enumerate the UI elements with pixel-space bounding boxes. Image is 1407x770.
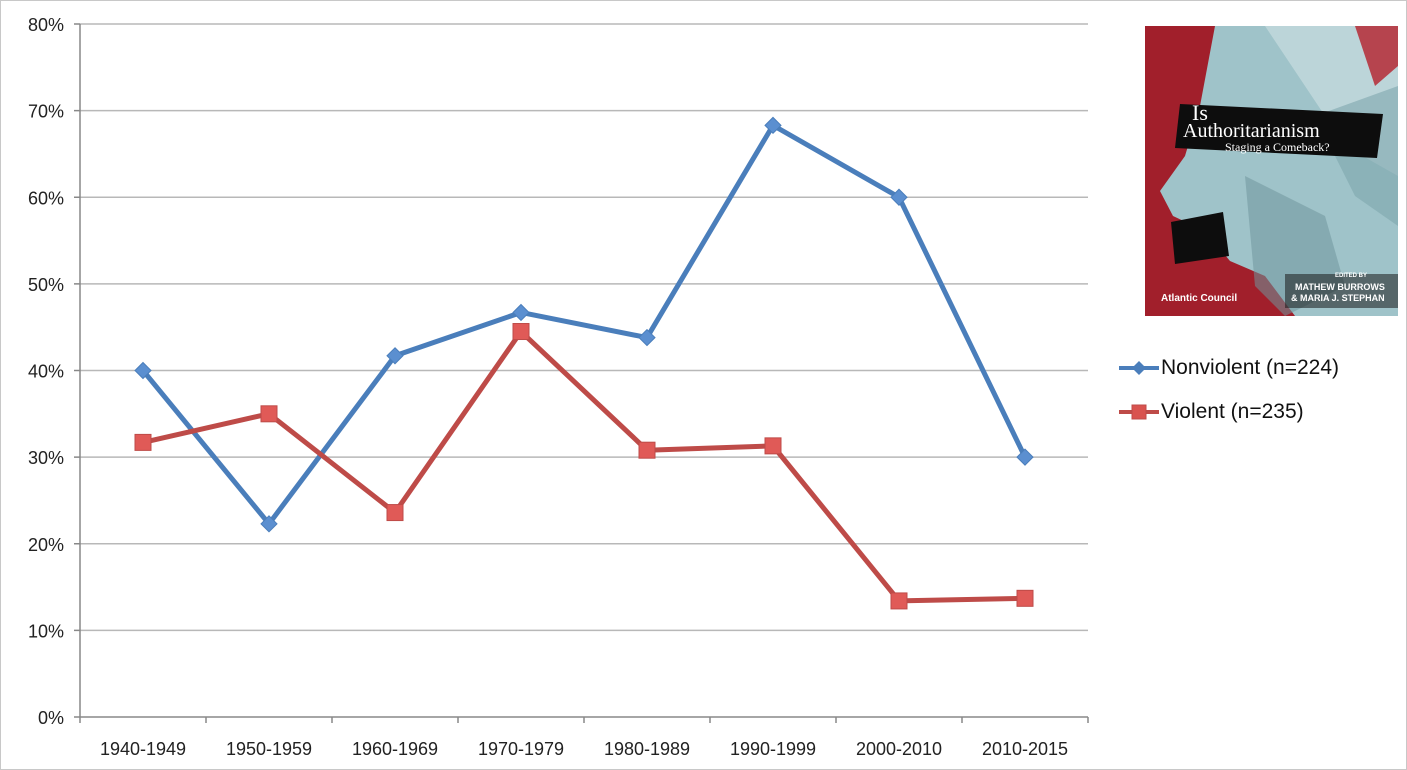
x-tick-label: 1990-1999: [730, 739, 816, 759]
series-violent: [134, 323, 1034, 610]
y-tick-label: 20%: [28, 535, 64, 555]
x-tick-label: 1960-1969: [352, 739, 438, 759]
data-point: [260, 515, 278, 533]
y-tick-label: 10%: [28, 621, 64, 641]
data-point: [260, 405, 278, 423]
y-tick-label: 30%: [28, 448, 64, 468]
x-tick-label: 1950-1959: [226, 739, 312, 759]
legend: Nonviolent (n=224) Violent (n=235): [1117, 346, 1339, 434]
data-point: [134, 433, 152, 451]
data-point: [1016, 448, 1034, 466]
data-point: [638, 441, 656, 459]
legend-label-nonviolent: Nonviolent (n=224): [1161, 356, 1340, 379]
data-point: [638, 328, 656, 347]
data-point: [512, 303, 530, 322]
data-point: [386, 504, 404, 522]
x-tick-label: 1940-1949: [100, 739, 186, 759]
cover-publisher: Atlantic Council: [1161, 293, 1238, 304]
x-tick-label: 2000-2010: [856, 739, 942, 759]
legend-item-nonviolent: Nonviolent (n=224): [1117, 346, 1339, 390]
y-tick-label: 0%: [38, 708, 64, 728]
book-cover-art: [1145, 26, 1398, 316]
x-tick-label: 2010-2015: [982, 739, 1068, 759]
x-axis-ticks: 1940-1949 1950-1959 1960-1969 1970-1979 1980…: [100, 739, 1068, 759]
gridlines: [80, 23, 1088, 632]
y-axis-ticks: 0% 10% 20% 30% 40% 50% 60% 70% 80%: [28, 15, 64, 728]
y-tick-label: 60%: [28, 188, 64, 208]
legend-item-violent: Violent (n=235): [1117, 390, 1339, 434]
y-tick-label: 80%: [28, 15, 64, 35]
data-point: [386, 347, 404, 365]
axes: [74, 23, 1089, 723]
cover-editor-2: & MARIA J. STEPHAN: [1291, 293, 1385, 303]
y-tick-label: 40%: [28, 362, 64, 382]
legend-label-violent: Violent (n=235): [1161, 400, 1304, 423]
book-cover-image: Is Authoritarianism Staging a Comeback? …: [1145, 26, 1398, 316]
cover-title-line2: Authoritarianism: [1183, 120, 1320, 142]
data-point: [764, 116, 782, 135]
series-line: [140, 122, 1028, 527]
data-point: [764, 437, 782, 455]
series-line: [140, 329, 1028, 604]
y-tick-label: 50%: [28, 275, 64, 295]
cover-title-line1: Is: [1192, 100, 1208, 125]
data-point: [134, 361, 152, 380]
cover-edited-by: EDITED BY: [1335, 273, 1368, 279]
data-point: [512, 323, 530, 341]
cover-editor-1: MATHEW BURROWS: [1295, 282, 1385, 292]
series-nonviolent: [134, 116, 1034, 533]
x-tick-label: 1980-1989: [604, 739, 690, 759]
series-group: [134, 116, 1034, 610]
data-point: [890, 188, 908, 206]
data-point: [890, 592, 908, 610]
y-tick-label: 70%: [28, 102, 64, 122]
cover-title-line3: Staging a Comeback?: [1225, 140, 1330, 154]
legend-swatch-nonviolent: [1119, 361, 1159, 375]
legend-swatch-violent: [1119, 404, 1159, 420]
x-tick-label: 1970-1979: [478, 739, 564, 759]
data-point: [1016, 589, 1034, 607]
